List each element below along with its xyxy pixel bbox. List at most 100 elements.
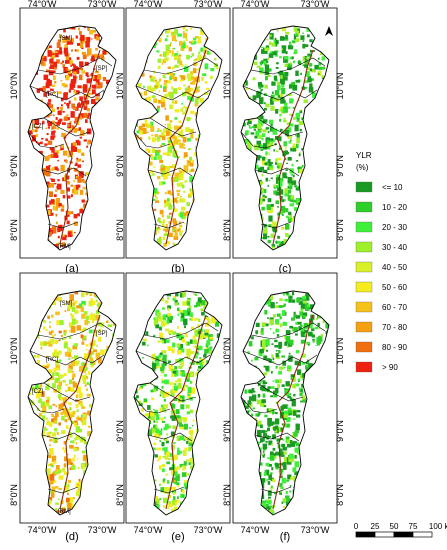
department-boundary (240, 290, 330, 516)
map-panel-4: 74°0'W 73°0'W 10°0'N 9°0'N 8°0'N (d) [SM] [SP] [… (9, 272, 125, 543)
scale-bar-label: 100 km (429, 522, 447, 531)
panel-label: (c) (279, 263, 292, 275)
lat-tick-label: 9°0'N (9, 155, 19, 177)
lat-tick-label: 8°0'N (115, 484, 125, 506)
subregion-boundary (43, 117, 91, 137)
legend: YLR (%) <= 10 10 - 20 20 - 30 30 - 40 40 - 50 5… (355, 151, 407, 373)
department-boundary (133, 25, 223, 251)
department-boundary (27, 25, 117, 251)
region-label: [SM] (60, 301, 73, 307)
subregion-boundary (254, 167, 300, 177)
subregion-boundary (254, 432, 300, 442)
map-panel-3: 74°0'W 73°0'W 10°0'N 9°0'N 8°0'N (c) (222, 0, 338, 275)
lon-tick-label: 74°0'W (134, 0, 163, 9)
subregion-boundary (143, 322, 219, 340)
subregion-boundary (149, 382, 197, 402)
lon-tick-label: 73°0'W (88, 525, 117, 535)
lon-tick-label: 73°0'W (194, 525, 223, 535)
region-label: [RM] (58, 244, 71, 250)
legend-label: <= 10 (382, 183, 403, 192)
road-line (165, 314, 207, 510)
lat-tick-label: 8°0'N (9, 484, 19, 506)
lon-tick-label: 74°0'W (134, 525, 163, 535)
lon-tick-label: 73°0'W (301, 525, 330, 535)
scale-bar-segment (393, 531, 414, 538)
scale-bar-label: 75 (409, 522, 418, 531)
panel-label: (d) (65, 531, 78, 543)
region-label: [SP] (96, 66, 108, 72)
legend-swatch (355, 241, 373, 253)
legend-swatch (355, 361, 373, 373)
subregion-boundary (260, 486, 292, 494)
legend-label: 80 - 90 (382, 343, 407, 352)
subregion-boundary (153, 486, 185, 494)
subregion-boundary (37, 322, 113, 340)
legend-swatch (355, 321, 373, 333)
lat-tick-label-right: 10°0'N (335, 73, 345, 100)
legend-title: YLR (356, 151, 372, 160)
region-label: [SP] (96, 331, 108, 337)
lat-tick-label: 10°0'N (115, 338, 125, 365)
scale-bar-label: 0 (354, 522, 359, 531)
lat-tick-label: 8°0'N (115, 219, 125, 241)
legend-swatch (355, 201, 373, 213)
subregion-boundary (29, 350, 105, 366)
road-line (272, 49, 314, 245)
lat-tick-label-right: 9°0'N (335, 420, 345, 442)
lat-tick-label: 8°0'N (222, 219, 232, 241)
subregion-boundary (240, 131, 278, 149)
lon-tick-label: 74°0'W (241, 0, 270, 9)
subregion-boundary (153, 221, 185, 229)
legend-swatch (355, 181, 373, 193)
panel-label: (a) (65, 263, 78, 275)
department-boundary (240, 25, 330, 251)
legend-label: > 90 (382, 363, 398, 372)
legend-label: 70 - 80 (382, 323, 407, 332)
lat-tick-label: 10°0'N (222, 338, 232, 365)
legend-label: 50 - 60 (382, 283, 407, 292)
road-line (59, 49, 101, 245)
panel-label: (f) (280, 531, 290, 543)
panel-frame (19, 7, 125, 259)
lat-tick-label-right: 8°0'N (335, 484, 345, 506)
subregion-boundary (133, 396, 171, 414)
scale-bar-segment (412, 531, 433, 538)
subregion-boundary (47, 486, 79, 494)
road-line (59, 314, 101, 510)
subregion-boundary (256, 382, 304, 402)
legend-label: 60 - 70 (382, 303, 407, 312)
map-panel-6: 74°0'W 73°0'W 10°0'N 9°0'N 8°0'N (f) (222, 272, 338, 543)
region-label: [RC] (46, 357, 58, 363)
subregion-boundary (135, 350, 211, 366)
region-label: [RM] (58, 509, 71, 515)
subregion-boundary (27, 131, 65, 149)
lat-tick-label: 10°0'N (9, 338, 19, 365)
lat-tick-label: 10°0'N (115, 73, 125, 100)
lat-tick-label: 8°0'N (9, 219, 19, 241)
legend-label: 10 - 20 (382, 203, 407, 212)
legend-label: 20 - 30 (382, 223, 407, 232)
subregion-boundary (133, 131, 171, 149)
panel-label: (e) (171, 531, 184, 543)
map-panel-1: 74°0'W 73°0'W 10°0'N 9°0'N 8°0'N (a) [SM] [SP] [… (9, 0, 125, 275)
subregion-boundary (41, 432, 87, 442)
lat-tick-label: 9°0'N (9, 420, 19, 442)
lat-tick-label: 10°0'N (222, 73, 232, 100)
north-arrow-icon (325, 26, 333, 36)
legend-swatch (355, 261, 373, 273)
subregion-boundary (260, 221, 292, 229)
road-line (165, 49, 207, 245)
panel-label: (b) (171, 263, 184, 275)
subregion-boundary (27, 396, 65, 414)
scale-bar-label: 50 (390, 522, 399, 531)
legend-swatch (355, 301, 373, 313)
subregion-boundary (43, 382, 91, 402)
lat-tick-label: 9°0'N (222, 155, 232, 177)
region-label: [RC] (46, 92, 58, 98)
lon-tick-label: 73°0'W (301, 0, 330, 9)
lon-tick-label: 73°0'W (194, 0, 223, 9)
region-label: [SM] (60, 36, 73, 42)
lat-tick-label-right: 10°0'N (335, 338, 345, 365)
region-label: [CZ] (32, 389, 44, 395)
legend-label: 40 - 50 (382, 263, 407, 272)
